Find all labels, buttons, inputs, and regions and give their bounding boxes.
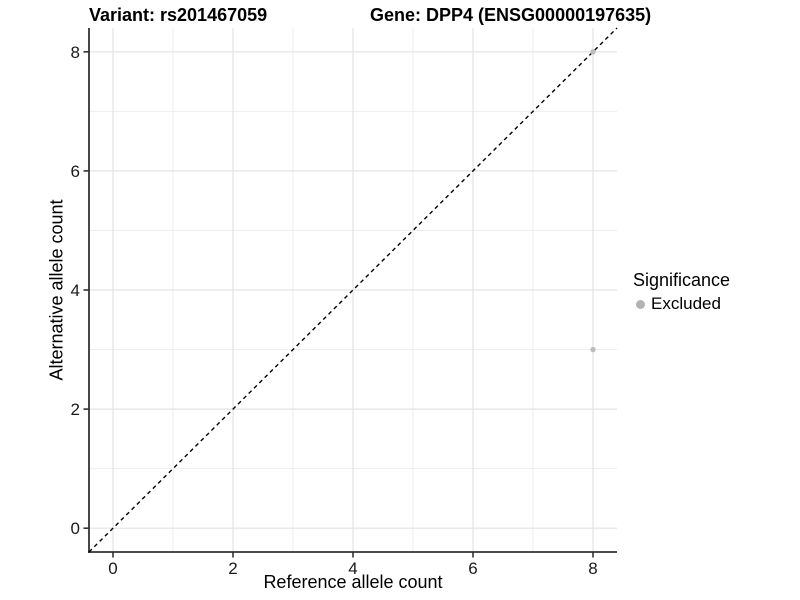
- variant-title: Variant: rs201467059: [89, 5, 268, 25]
- y-tick-label: 8: [71, 43, 80, 62]
- x-tick-label: 8: [588, 559, 597, 578]
- legend-item-label: Excluded: [651, 294, 721, 313]
- y-axis-title: Alternative allele count: [46, 199, 67, 381]
- identity-line: [88, 27, 618, 553]
- x-tick-label: 4: [348, 559, 357, 578]
- x-axis-title: Reference allele count: [263, 572, 443, 592]
- legend-title: Significance: [633, 270, 731, 290]
- legend: Significance Excluded: [633, 270, 730, 314]
- legend-item-excluded: Excluded: [633, 294, 730, 314]
- y-tick-label: 0: [71, 519, 80, 538]
- y-tick-label: 4: [71, 281, 80, 300]
- excluded-swatch-icon: [636, 299, 645, 309]
- data-point: [590, 346, 596, 353]
- gene-title: Gene: DPP4 (ENSG00000197635): [370, 5, 652, 25]
- y-tick-label: 6: [71, 162, 80, 181]
- x-tick-label: 2: [228, 559, 237, 578]
- x-tick-label: 0: [108, 559, 117, 578]
- x-tick-label: 6: [468, 559, 477, 578]
- data-point: [590, 49, 596, 55]
- y-tick-label: 2: [71, 400, 80, 419]
